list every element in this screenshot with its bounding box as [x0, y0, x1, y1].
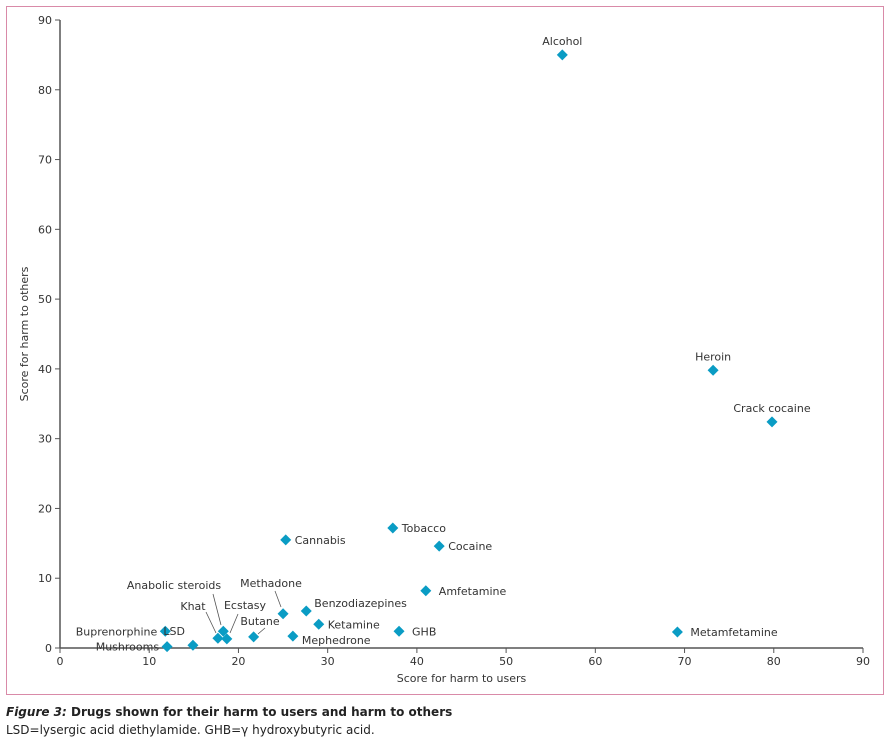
data-point-ghb — [393, 625, 405, 637]
y-tick-label: 80 — [38, 84, 52, 97]
data-point-ecstasy — [221, 633, 233, 645]
point-labels: Alcohol Heroin Crack cocaine Metamfetamine T… — [76, 35, 811, 654]
data-point-anabolic-steroids — [217, 625, 229, 637]
point-label: Tobacco — [401, 522, 446, 535]
x-tick-label: 70 — [678, 655, 692, 668]
x-tick-label: 50 — [499, 655, 513, 668]
point-label: Metamfetamine — [690, 626, 777, 639]
data-point-methadone — [277, 608, 289, 620]
y-tick-label: 50 — [38, 293, 52, 306]
data-point-crack-cocaine — [766, 416, 778, 428]
y-tick-label: 70 — [38, 154, 52, 167]
data-point-mephedrone — [287, 630, 299, 642]
data-point-alcohol — [556, 49, 568, 61]
point-label: GHB — [412, 625, 436, 638]
point-label: Methadone — [240, 577, 302, 590]
data-point-amfetamine — [420, 585, 432, 597]
caption-title: Drugs shown for their harm to users and … — [66, 705, 453, 719]
data-point-heroin — [707, 364, 719, 376]
y-tick-label: 60 — [38, 223, 52, 236]
data-point-lsd — [187, 639, 199, 651]
data-point-butane — [248, 631, 260, 643]
data-point-benzodiazepines — [300, 605, 312, 617]
point-label: Alcohol — [542, 35, 582, 48]
x-tick-label: 90 — [856, 655, 870, 668]
point-label: Mushrooms — [96, 641, 160, 654]
scatter-chart: 0 10 20 30 40 50 60 70 80 90 0 10 20 30 40 50 60 70 80 90 A… — [18, 14, 870, 685]
leader-line — [205, 611, 217, 634]
data-point-buprenorphine — [159, 625, 171, 637]
data-point-mushrooms — [161, 641, 173, 653]
point-label: Amfetamine — [439, 585, 507, 598]
x-tick-label: 30 — [321, 655, 335, 668]
caption-note: LSD=lysergic acid diethylamide. GHB=γ hy… — [6, 723, 375, 737]
point-label: Butane — [240, 615, 280, 628]
x-tick-label: 40 — [410, 655, 424, 668]
x-tick-label: 10 — [142, 655, 156, 668]
data-point-cannabis — [280, 534, 292, 546]
x-tick-label: 0 — [57, 655, 64, 668]
data-point-cocaine — [433, 540, 445, 552]
y-tick-label: 20 — [38, 502, 52, 515]
y-tick-label: 40 — [38, 363, 52, 376]
y-tick-label: 10 — [38, 572, 52, 585]
point-label: Heroin — [695, 350, 731, 363]
point-label: LSD — [163, 625, 185, 638]
point-label: Ketamine — [328, 618, 380, 631]
y-tick-label: 30 — [38, 433, 52, 446]
caption-title-line: Figure 3: Drugs shown for their harm to … — [6, 703, 452, 721]
leader-line — [257, 627, 266, 635]
leader-line — [212, 593, 222, 626]
point-label: Crack cocaine — [733, 402, 810, 415]
data-point-ketamine — [313, 618, 325, 630]
point-label: Buprenorphine — [76, 625, 158, 638]
data-point-tobacco — [387, 522, 399, 534]
y-axis-title: Score for harm to others — [18, 266, 31, 401]
point-label: Cocaine — [448, 540, 492, 553]
point-label: Benzodiazepines — [314, 597, 407, 610]
leader-lines — [205, 590, 282, 635]
point-label: Cannabis — [295, 534, 346, 547]
figure-caption: Figure 3: Drugs shown for their harm to … — [6, 703, 452, 739]
leader-line — [229, 613, 239, 634]
figure-frame — [6, 6, 884, 695]
data-points — [159, 49, 778, 653]
point-label: Khat — [180, 600, 206, 613]
leader-line — [274, 590, 282, 608]
x-tick-label: 60 — [588, 655, 602, 668]
data-point-khat — [212, 632, 224, 644]
x-axis-title: Score for harm to users — [397, 672, 527, 685]
data-point-metamfetamine — [671, 626, 683, 638]
y-tick-label: 0 — [45, 642, 52, 655]
y-tick-label: 90 — [38, 14, 52, 27]
x-tick-label: 20 — [231, 655, 245, 668]
x-tick-label: 80 — [767, 655, 781, 668]
axes: 0 10 20 30 40 50 60 70 80 90 0 10 20 30 40 50 60 70 80 90 — [38, 14, 870, 668]
point-label: Mephedrone — [302, 634, 371, 647]
point-label: Anabolic steroids — [127, 579, 221, 592]
figure-label: Figure 3: — [6, 705, 67, 719]
point-label: Ecstasy — [224, 599, 267, 612]
